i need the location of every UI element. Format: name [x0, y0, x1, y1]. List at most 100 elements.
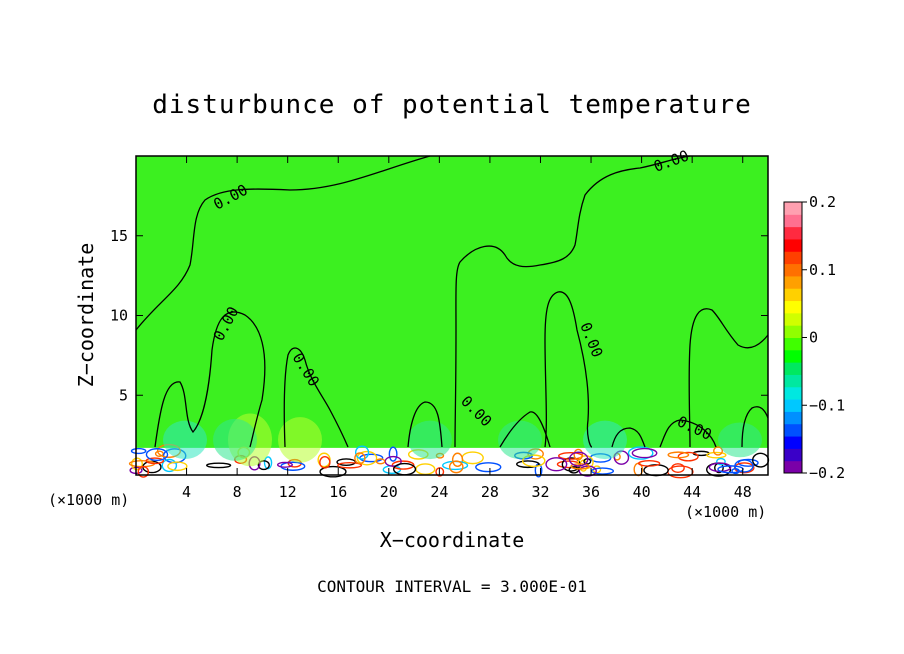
colorbar-segment — [784, 300, 802, 314]
surface-eddy — [167, 461, 188, 472]
low-level-anomaly — [583, 420, 627, 460]
colorbar-segment — [784, 399, 802, 412]
surface-eddy — [448, 460, 464, 474]
colorbar-segment — [784, 411, 802, 425]
surface-eddy — [319, 465, 347, 478]
zero-contour — [454, 155, 691, 448]
colorbar-segment — [784, 275, 802, 289]
surface-eddy — [706, 451, 727, 459]
contour-lines — [135, 155, 769, 448]
surface-eddy — [713, 446, 724, 456]
surface-eddy — [627, 446, 654, 460]
colorbar-segment — [784, 349, 802, 363]
x-tick-label: 28 — [481, 483, 499, 501]
x-unit-left: (×1000 m) — [48, 491, 129, 509]
x-tick-label: 12 — [279, 483, 297, 501]
zero-contour — [407, 401, 443, 448]
surface-eddy — [568, 451, 589, 467]
low-level-anomaly — [213, 418, 257, 461]
colorbar-segment — [784, 288, 802, 302]
y-axis-label: Z−coordinate — [74, 243, 98, 388]
surface-eddy — [354, 452, 366, 465]
colorbar-segment — [784, 263, 802, 277]
low-level-anomaly — [278, 417, 322, 463]
colorbar-tick-label: −0.2 — [809, 464, 845, 482]
surface-eddy — [590, 467, 615, 475]
surface-eddy — [516, 460, 540, 469]
surface-eddy — [475, 462, 502, 473]
colorbar-segment — [784, 214, 802, 228]
x-tick-label: 4 — [182, 483, 191, 501]
surface-eddy — [130, 447, 147, 455]
surface-eddy — [568, 466, 580, 474]
colorbar-segment — [784, 202, 802, 215]
x-tick-label: 20 — [380, 483, 398, 501]
x-tick-label: 8 — [233, 483, 242, 501]
surface-eddy — [671, 463, 685, 474]
surface-eddy — [631, 447, 658, 459]
x-tick-label: 44 — [683, 483, 701, 501]
surface-eddy — [130, 457, 144, 471]
colorbar-segment — [784, 325, 802, 338]
x-axis-label: X−coordinate — [380, 528, 525, 552]
colorbar-segment — [784, 386, 802, 400]
low-level-anomaly — [163, 420, 207, 460]
low-level-anomaly — [498, 420, 542, 460]
colorbar-tick-label: 0.2 — [809, 193, 836, 211]
x-tick-label: 16 — [329, 483, 347, 501]
y-tick-label: 5 — [119, 386, 128, 404]
plot-area: 0.00 0.00 0.00 0.00 0.00 0.00 0.00 4 8 12 1… — [110, 146, 770, 501]
surface-eddy — [677, 451, 699, 462]
x-unit-right: (×1000 m) — [685, 503, 766, 521]
zero-contour — [659, 419, 717, 448]
surface-eddy — [388, 446, 398, 462]
colorbar-tick-label: 0 — [809, 329, 818, 347]
surface-eddy — [375, 458, 386, 465]
chart-title: disturbunce of potential temperature — [152, 90, 752, 120]
surface-eddy — [573, 448, 584, 461]
surface-eddy — [737, 458, 759, 467]
surface-eddy — [356, 450, 378, 466]
colorbar-segment — [784, 436, 802, 449]
y-tick-label: 10 — [110, 307, 128, 325]
colorbar-tick-label: 0.1 — [809, 261, 836, 279]
colorbar: 0.2 0.1 0 −0.1 −0.2 — [783, 193, 845, 482]
surface-eddy — [570, 463, 590, 470]
surface-eddy — [435, 467, 445, 477]
surface-eddy — [145, 448, 169, 462]
x-tick-label: 24 — [430, 483, 448, 501]
surface-eddy — [637, 460, 661, 467]
colorbar-segment — [784, 251, 802, 265]
surface-eddy — [161, 458, 178, 473]
zero-contour — [499, 411, 551, 448]
colorbar-segment — [784, 312, 802, 326]
zero-contour — [544, 291, 593, 448]
surface-eddy — [391, 460, 415, 470]
colorbar-segment — [784, 423, 802, 437]
x-tick-label: 32 — [531, 483, 549, 501]
surface-eddy — [716, 457, 726, 466]
surface-eddy — [154, 450, 164, 457]
colorbar-segment — [784, 238, 802, 252]
colorbar-tick-label: −0.1 — [809, 396, 845, 414]
surface-eddy — [578, 465, 597, 477]
zero-contour — [283, 347, 349, 448]
surface-eddy — [337, 462, 363, 469]
surface-eddy — [545, 457, 568, 472]
surface-eddy — [667, 451, 690, 459]
surface-eddy — [451, 452, 464, 468]
y-axis-ticks: 5 10 15 — [110, 227, 768, 404]
zero-contour — [611, 427, 646, 448]
colorbar-segment — [784, 362, 802, 375]
zero-contour — [741, 406, 769, 448]
contour-interval-footer: CONTOUR INTERVAL = 3.000E-01 — [317, 577, 587, 596]
zero-contour — [154, 311, 266, 448]
surface-eddy — [145, 457, 165, 465]
surface-eddy — [336, 458, 357, 466]
colorbar-segment — [784, 448, 802, 462]
low-level-anomaly — [718, 422, 762, 458]
surface-eddy — [319, 456, 331, 469]
colorbar-segment — [784, 460, 802, 474]
surface-eddy — [206, 462, 232, 469]
